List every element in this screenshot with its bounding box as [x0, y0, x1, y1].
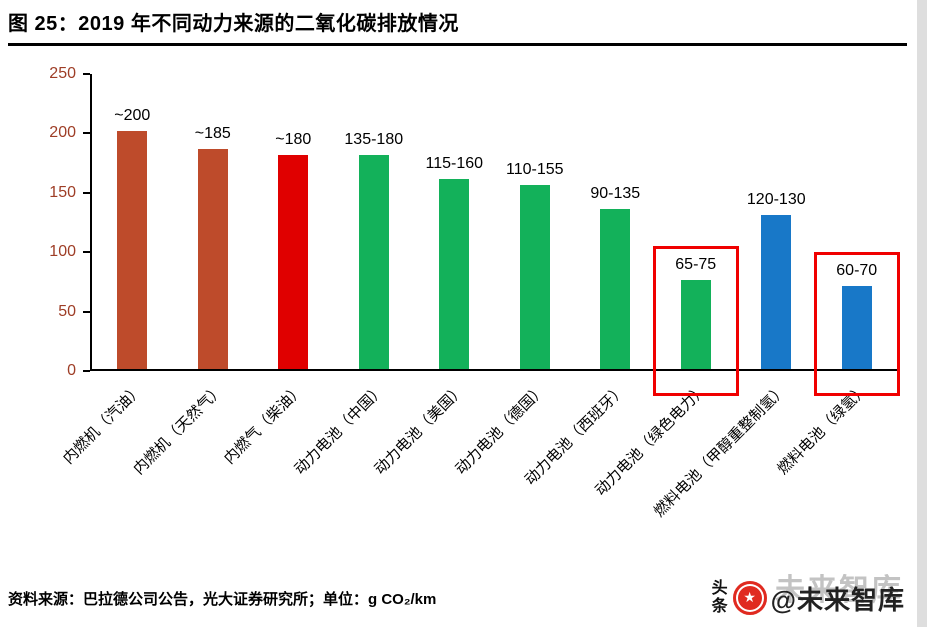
x-label-slot: 燃料电池（甲醇重整制氢） [651, 371, 817, 567]
bar-value-label: ~185 [194, 125, 231, 143]
title-block: 图 25：2019 年不同动力来源的二氧化碳排放情况 [0, 0, 927, 46]
y-tick-label: 0 [67, 362, 76, 379]
bar-value-label: 60-70 [836, 261, 878, 279]
y-tick-mark [83, 310, 90, 313]
y-tick-label: 100 [49, 243, 76, 261]
y-tick-mark [83, 251, 90, 254]
y-tick-mark [83, 370, 90, 372]
bar-value-label: 120-130 [746, 190, 806, 208]
bar [761, 214, 792, 369]
highlight-box [652, 245, 739, 396]
bar-value-label: 115-160 [425, 154, 484, 172]
bar [600, 208, 631, 369]
y-axis: 0 50 100 150 200 250 [0, 65, 90, 379]
y-tick-label: 150 [49, 183, 76, 201]
y-tick-label: 250 [49, 65, 76, 82]
x-axis-labels: 内燃机（汽油） 内燃机（天然气） 内燃气（柴油） 动力电池（中国） 动力电池（美国） 动力… [60, 371, 898, 567]
plot-area: ~200 ~185 ~180 135-180 115-160 110-155 90-135 6… [90, 74, 900, 396]
y-tick-mark [83, 191, 90, 194]
plot-row: 0 50 100 150 200 250 ~200 ~185 ~180 135-180 115-1… [0, 65, 927, 396]
source-note: 资料来源：巴拉德公司公告，光大证券研究所；单位：g CO₂/km [8, 591, 437, 608]
bar-value-label: 110-155 [505, 160, 564, 178]
bar [680, 279, 711, 369]
bar-value-label: 65-75 [675, 255, 717, 273]
bar-slot: 115-160 [414, 74, 495, 369]
y-tick-label: 200 [49, 124, 76, 142]
bar [117, 131, 148, 369]
title-underline [8, 43, 907, 46]
x-label-slot: 动力电池（美国） [372, 371, 495, 567]
bar-slot: ~180 [253, 74, 334, 369]
bar-value-label: ~180 [275, 131, 312, 149]
x-label-slot: 内燃机（汽油） [60, 371, 173, 567]
bar-slot: ~185 [173, 74, 254, 369]
bar [439, 178, 470, 369]
bar [358, 155, 389, 369]
watermark-text: 未来智库 [775, 574, 903, 607]
y-tick-label: 50 [58, 302, 76, 320]
bar [841, 285, 872, 369]
bar [519, 184, 550, 369]
bar-slot: ~200 [92, 74, 173, 369]
y-tick-mark [83, 132, 90, 135]
bar-slot: 110-155 [495, 74, 576, 369]
bar-slot: 90-135 [575, 74, 656, 369]
bar-slot: 60-70 [813, 74, 900, 396]
x-label-slot: 内燃气（柴油） [221, 371, 334, 567]
stamp-brand-label: 头条 [711, 579, 728, 615]
x-label-slot: 内燃机（天然气） [130, 371, 254, 567]
bar [278, 155, 309, 369]
bar-chart: 0 50 100 150 200 250 ~200 ~185 ~180 135-180 115-1… [0, 65, 927, 567]
x-category-label: 内燃机（汽油） [60, 381, 147, 468]
chart-title: 图 25：2019 年不同动力来源的二氧化碳排放情况 [8, 13, 459, 35]
stamp-handle-label: @未来智库 [770, 584, 905, 615]
stamp-front: 头条 @未来智库 [711, 580, 905, 617]
right-gutter [917, 0, 927, 627]
bar-value-label: 135-180 [344, 131, 404, 149]
seal-logo-icon [732, 581, 767, 615]
x-label-slot: 燃料电池（绿氢） [774, 371, 898, 567]
bar-slot: 135-180 [334, 74, 415, 369]
watermark-stamp: 未来智库 头条 @未来智库 [711, 569, 905, 627]
bar-value-label: ~200 [114, 107, 151, 125]
bar [197, 149, 228, 369]
y-tick-mark [83, 73, 90, 75]
highlight-box [813, 251, 900, 396]
bar-value-label: 90-135 [590, 184, 641, 202]
bar-slot: 120-130 [736, 74, 817, 369]
bar-slot: 65-75 [652, 74, 739, 396]
